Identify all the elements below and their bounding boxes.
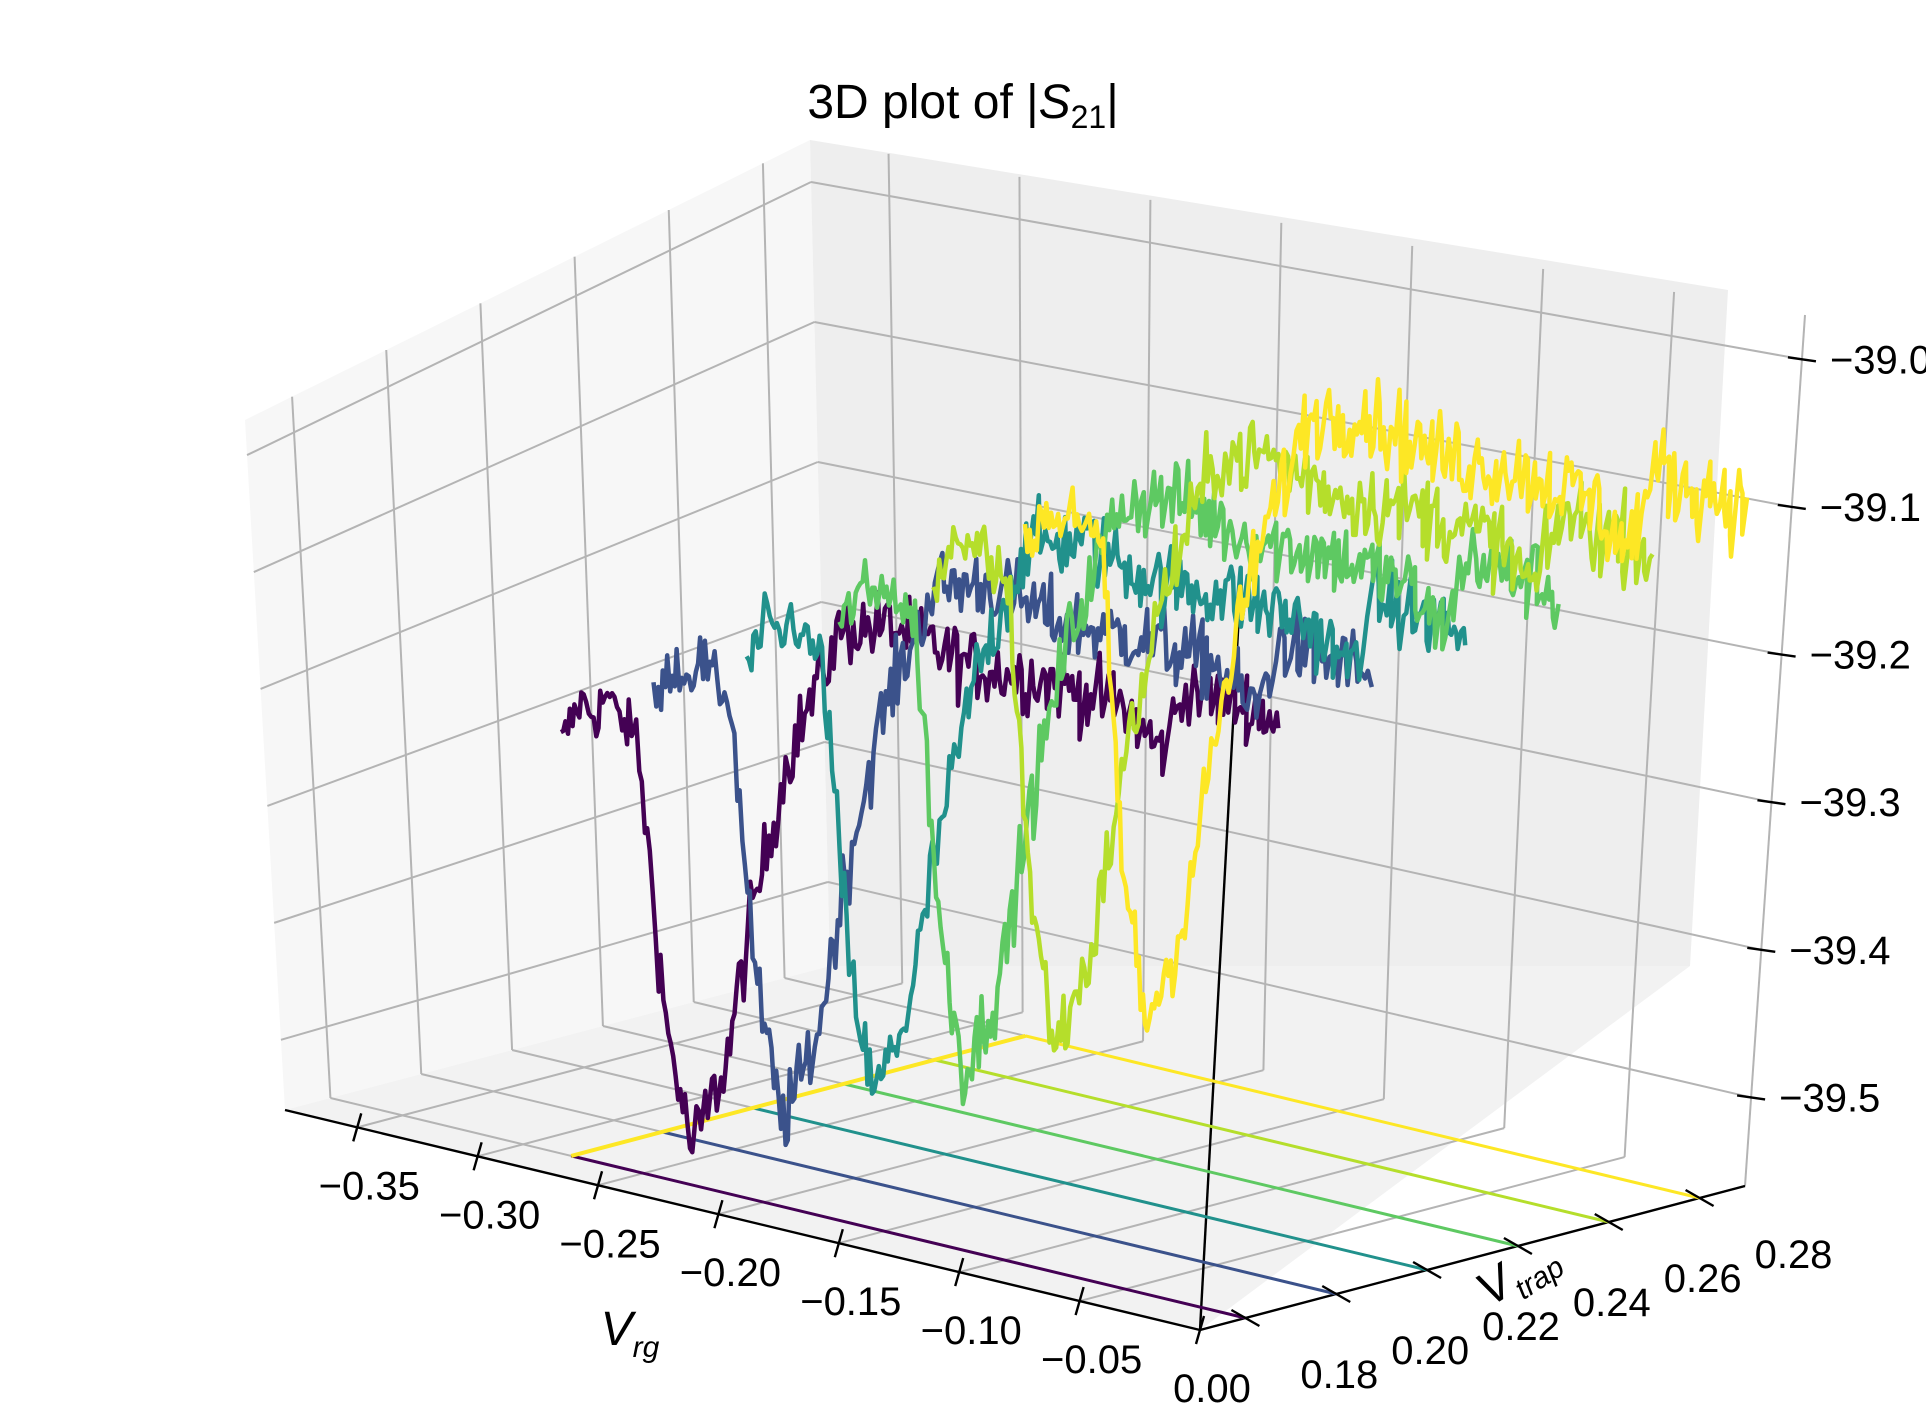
x-tick-label-5: −0.10: [921, 1309, 1022, 1353]
z-tick-mark-5: [1736, 1094, 1766, 1101]
z-tick-label-0: −39.0: [1830, 338, 1926, 382]
grid-back-z-3: [820, 601, 1772, 804]
grid-left-y-1: [385, 349, 423, 1075]
grid-floor-x-2: [597, 1040, 1144, 1187]
x-tick-label-2: −0.25: [559, 1222, 660, 1266]
z-axis-ticks: −39.0 −39.1 −39.2 −39.3 −39.4 −39.5: [1736, 338, 1926, 1120]
grid-floor-x-3: [718, 1069, 1264, 1216]
chart-title: 3D plot of |S21|: [807, 76, 1118, 135]
projection-line-0: [570, 1154, 1246, 1320]
z-tick-mark-1: [1777, 503, 1806, 511]
grid-floor-x-6: [1079, 1156, 1625, 1303]
y-tick-label-4: 0.26: [1664, 1257, 1742, 1301]
grid-left-z-2: [260, 461, 819, 690]
grid-floor-x-0: [356, 982, 903, 1129]
z-tick-label-1: −39.1: [1820, 486, 1921, 530]
grid-left-z-4: [273, 741, 825, 924]
projection-line-5: [1025, 1034, 1700, 1200]
grid-left-y-3: [573, 256, 604, 1027]
x-tick-label-7: 0.00: [1173, 1367, 1251, 1411]
grid-back-x-7: [1744, 314, 1806, 1187]
z-tick-mark-3: [1757, 798, 1786, 806]
z-tick-label-3: −39.3: [1799, 781, 1900, 825]
z-tick-mark-4: [1747, 946, 1776, 953]
x-axis-line: [284, 1108, 1201, 1332]
x-tick-mark-3: [713, 1199, 724, 1229]
z-tick-label-5: −39.5: [1779, 1076, 1880, 1120]
z-tick-label-2: −39.2: [1810, 634, 1911, 678]
y-tick-mark-0: [1230, 1308, 1261, 1328]
z-tick-mark-0: [1787, 356, 1817, 363]
y-tick-label-1: 0.20: [1391, 1329, 1469, 1373]
grid-floor-x-4: [838, 1098, 1385, 1245]
projection-line-1: [661, 1130, 1337, 1296]
x-tick-label-6: −0.05: [1041, 1338, 1142, 1382]
grid-floor-x-1: [477, 1011, 1023, 1158]
projection-lines: [570, 1033, 1700, 1320]
grid-back-x-4: [1382, 245, 1414, 1100]
grid-back-z-4: [824, 741, 1762, 951]
y-tick-mark-1: [1321, 1284, 1351, 1304]
projection-line-2: [752, 1106, 1428, 1272]
x-tick-mark-5: [954, 1257, 965, 1287]
x-tick-mark-2: [592, 1170, 604, 1200]
x-tick-mark-6: [1074, 1286, 1085, 1316]
chart-title-suffix: |: [1106, 76, 1118, 129]
grid-left-z-1: [253, 321, 815, 573]
series-line-5: [1022, 377, 1750, 1033]
grid-left-z-3: [267, 601, 822, 807]
y-tick-mark-5: [1684, 1188, 1715, 1208]
y-tick-label-5: 0.28: [1755, 1233, 1833, 1277]
projection-line-3: [843, 1082, 1519, 1248]
x-tick-mark-7: [1194, 1315, 1206, 1345]
x-tick-label-4: −0.15: [800, 1280, 901, 1324]
chart-title-prefix: 3D plot of |: [807, 76, 1038, 129]
x-axis-label: Vrg: [601, 1303, 660, 1364]
y-axis-ticks: 0.18 0.20 0.22 0.24 0.26 0.28: [1230, 1188, 1833, 1397]
pane-floor: [285, 966, 1690, 1330]
pane-left: [245, 140, 830, 1110]
x-tick-mark-1: [472, 1141, 483, 1171]
x-tick-mark-0: [352, 1113, 363, 1142]
y-axis-line: [1199, 1184, 1746, 1332]
x-axis-label-symbol: V: [601, 1303, 637, 1356]
x-axis-ticks: −0.35 −0.30 −0.25 −0.20 −0.15 −0.10 −0.05 0.00: [319, 1113, 1251, 1411]
series-lines: [559, 377, 1750, 1155]
x-tick-label-3: −0.20: [680, 1251, 781, 1295]
chart-title-symbol: S: [1039, 76, 1071, 129]
x-axis-label-sub: rg: [633, 1331, 660, 1364]
grid-left-y-5: [761, 163, 786, 979]
projection-edge-line: [570, 1033, 1026, 1158]
grid-left-y-4: [667, 209, 695, 1003]
series-line-3: [837, 458, 1561, 1107]
y-tick-label-3: 0.24: [1573, 1281, 1651, 1325]
grid-back-x-3: [1262, 222, 1283, 1071]
y-tick-label-0: 0.18: [1300, 1353, 1378, 1397]
grid-left-z-5: [280, 881, 829, 1041]
grid-back-z-5: [827, 881, 1752, 1099]
grid-left-y-0: [291, 396, 332, 1099]
chart-title-subscript: 21: [1071, 99, 1107, 135]
grid-floor-x-5: [958, 1127, 1505, 1274]
pane-left-fill: [245, 140, 830, 1110]
projection-line-4: [934, 1058, 1610, 1224]
x-tick-mark-4: [833, 1228, 844, 1258]
y-tick-label-2: 0.22: [1482, 1305, 1560, 1349]
pane-floor-fill: [285, 966, 1690, 1330]
x-tick-label-1: −0.30: [439, 1193, 540, 1237]
y-tick-mark-3: [1503, 1236, 1533, 1256]
y-tick-mark-2: [1412, 1260, 1442, 1280]
grid-back-x-5: [1503, 268, 1545, 1129]
grid-left-y-2: [479, 303, 514, 1051]
x-tick-label-0: −0.35: [319, 1164, 420, 1208]
grid-back-z-0: [810, 181, 1803, 361]
z-tick-mark-2: [1767, 651, 1796, 658]
y-tick-mark-4: [1594, 1212, 1624, 1232]
grid-left-z-0: [246, 181, 812, 456]
z-tick-label-4: −39.4: [1789, 929, 1890, 973]
grid-back-x-0: [887, 153, 904, 984]
